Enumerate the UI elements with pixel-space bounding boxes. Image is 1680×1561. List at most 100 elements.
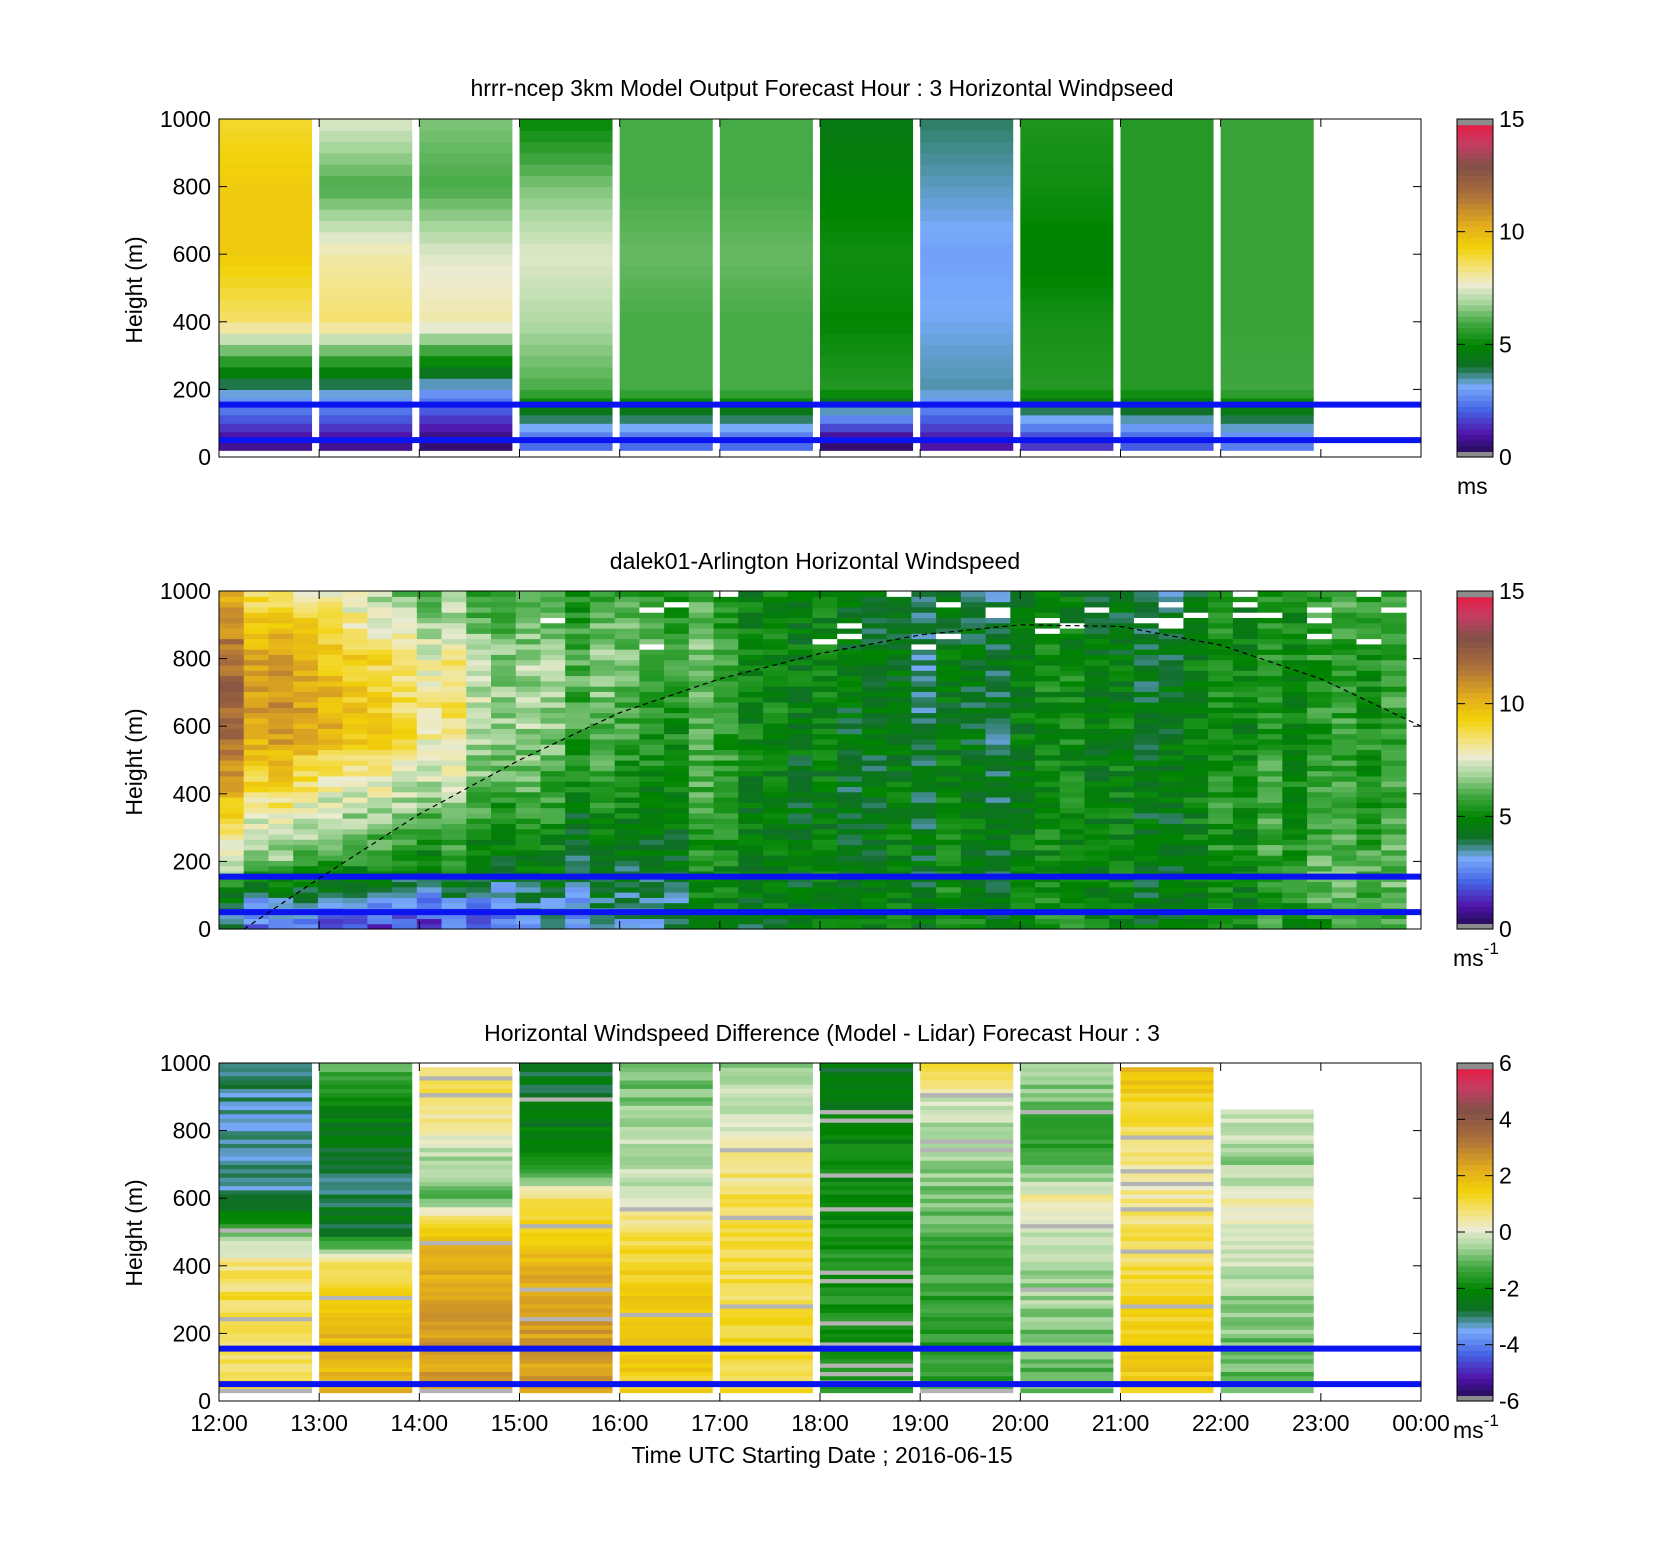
lidar-cell bbox=[1059, 728, 1086, 735]
lidar-cell bbox=[614, 596, 640, 603]
difference-cell bbox=[219, 1168, 313, 1174]
lidar-cell bbox=[1010, 754, 1036, 761]
lidar-cell bbox=[787, 849, 814, 856]
lidar-cell bbox=[1158, 606, 1185, 613]
lidar-cell bbox=[392, 686, 418, 692]
difference-cell bbox=[1020, 1063, 1114, 1068]
lidar-cell bbox=[1208, 897, 1234, 904]
lidar-cell bbox=[317, 622, 344, 629]
lidar-cell bbox=[1109, 649, 1135, 655]
lidar-cell bbox=[1109, 686, 1135, 692]
lidar-cell bbox=[911, 654, 937, 661]
lidar-cell bbox=[886, 807, 913, 814]
lidar-cell bbox=[342, 723, 368, 729]
lidar-cell bbox=[713, 902, 739, 909]
lidar-cell bbox=[491, 728, 517, 735]
difference-cell bbox=[519, 1198, 613, 1204]
lidar-cell bbox=[787, 760, 814, 766]
difference-cell bbox=[419, 1177, 513, 1182]
lidar-cell bbox=[787, 833, 814, 840]
colorbar-cell bbox=[1457, 1096, 1493, 1104]
lidar-cell bbox=[293, 680, 319, 687]
lidar-cell bbox=[293, 649, 319, 655]
colorbar-cell bbox=[1457, 771, 1493, 778]
lidar-cell bbox=[317, 791, 344, 798]
difference-cell bbox=[820, 1244, 914, 1250]
lidar-cell bbox=[1158, 849, 1185, 856]
lidar-cell bbox=[787, 591, 814, 597]
lidar-cell bbox=[243, 675, 270, 682]
lidar-cell bbox=[738, 897, 764, 904]
lidar-cell bbox=[911, 897, 937, 904]
lidar-cell bbox=[1109, 839, 1135, 846]
colorbar-cell bbox=[1457, 164, 1493, 171]
colorbar-cell bbox=[1457, 613, 1493, 620]
colorbar-cell bbox=[1457, 754, 1493, 761]
lidar-cell bbox=[515, 643, 542, 650]
colorbar-tick-label: -4 bbox=[1499, 1332, 1520, 1358]
model-cell bbox=[820, 254, 914, 267]
lidar-cell bbox=[1307, 659, 1333, 666]
lidar-cell bbox=[317, 664, 344, 671]
lidar-cell bbox=[367, 818, 393, 824]
lidar-cell bbox=[787, 855, 814, 861]
lidar-cell bbox=[491, 807, 517, 814]
lidar-cell bbox=[565, 897, 591, 904]
lidar-cell bbox=[1059, 849, 1086, 856]
lidar-cell bbox=[985, 627, 1011, 634]
model-cell bbox=[319, 445, 413, 448]
lidar-cell bbox=[268, 913, 294, 920]
lidar-cell bbox=[1084, 664, 1110, 671]
lidar-cell bbox=[1010, 865, 1036, 872]
lidar-cell bbox=[1158, 707, 1185, 714]
lidar-cell bbox=[985, 844, 1011, 851]
lidar-cell bbox=[367, 802, 393, 809]
lidar-cell bbox=[1307, 596, 1333, 603]
lidar-cell bbox=[664, 707, 690, 714]
difference-cell bbox=[1120, 1320, 1214, 1326]
lidar-cell bbox=[293, 701, 319, 708]
lidar-cell bbox=[1059, 823, 1086, 830]
colorbar-cell bbox=[1457, 1254, 1493, 1261]
lidar-cell bbox=[1183, 833, 1209, 840]
difference-cell bbox=[1120, 1096, 1214, 1102]
lidar-cell bbox=[911, 865, 937, 872]
lidar-cell bbox=[243, 754, 270, 761]
difference-cell bbox=[820, 1198, 914, 1204]
lidar-cell bbox=[268, 902, 294, 909]
lidar-cell bbox=[268, 591, 294, 597]
lidar-cell bbox=[367, 897, 393, 904]
lidar-cell bbox=[960, 865, 987, 872]
lidar-cell bbox=[565, 833, 591, 840]
lidar-cell bbox=[639, 643, 665, 650]
difference-cell bbox=[1020, 1147, 1114, 1153]
lidar-cell bbox=[1059, 812, 1086, 819]
model-cell bbox=[619, 186, 713, 199]
lidar-cell bbox=[763, 923, 789, 930]
difference-cell bbox=[1120, 1236, 1214, 1242]
lidar-cell bbox=[985, 712, 1011, 719]
lidar-cell bbox=[1133, 744, 1160, 751]
difference-cell bbox=[1220, 1282, 1314, 1288]
lidar-cell bbox=[243, 622, 270, 629]
lidar-cell bbox=[293, 775, 319, 782]
lidar-cell bbox=[589, 775, 616, 782]
lidar-cell bbox=[1109, 654, 1135, 661]
lidar-cell bbox=[1109, 881, 1135, 888]
lidar-cell bbox=[960, 654, 987, 661]
lidar-cell bbox=[763, 897, 789, 904]
lidar-cell bbox=[268, 802, 294, 809]
lidar-cell bbox=[911, 796, 937, 803]
lidar-cell bbox=[317, 612, 344, 619]
lidar-cell bbox=[293, 897, 319, 904]
lidar-cell bbox=[293, 881, 319, 888]
panel-difference-ylabel: Height (m) bbox=[121, 1179, 147, 1286]
lidar-cell bbox=[392, 844, 418, 851]
lidar-cell bbox=[1381, 791, 1407, 798]
difference-cell bbox=[719, 1185, 813, 1191]
model-cell bbox=[920, 355, 1014, 368]
lidar-cell bbox=[515, 849, 542, 856]
lidar-cell bbox=[911, 902, 937, 909]
lidar-cell bbox=[1035, 591, 1061, 597]
model-cell bbox=[1020, 333, 1114, 345]
